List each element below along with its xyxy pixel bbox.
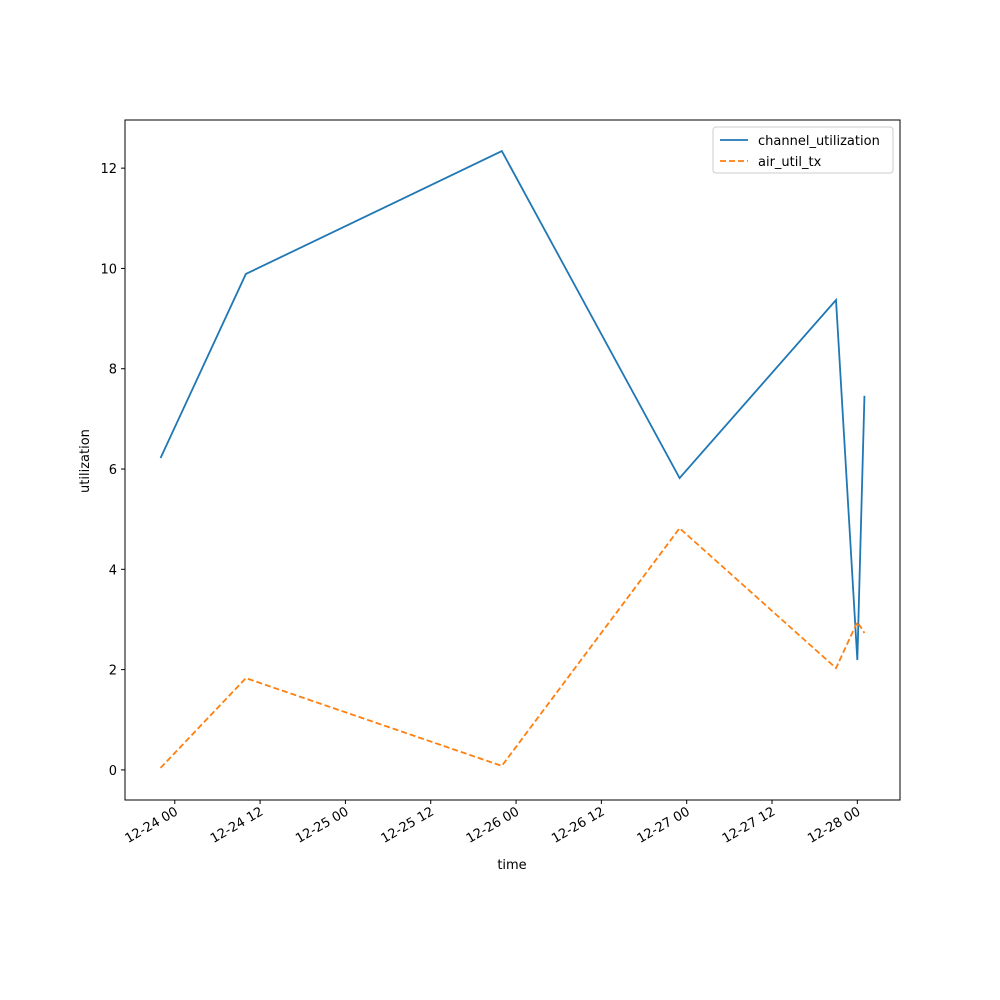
x-tick-label: 12-25 12	[379, 804, 437, 846]
y-axis-label: utilization	[78, 429, 93, 493]
x-tick-label: 12-25 00	[293, 804, 351, 846]
y-tick-label: 8	[109, 363, 117, 378]
data-line	[159, 149, 866, 661]
y-tick-label: 10	[100, 262, 117, 277]
x-tick-label: 12-27 12	[720, 804, 778, 846]
y-tick-label: 12	[100, 162, 117, 177]
y-tick-label: 0	[109, 764, 117, 779]
x-tick-label: 12-26 00	[464, 804, 522, 846]
y-tick-label: 2	[109, 664, 117, 679]
x-tick-label: 12-26 12	[549, 804, 607, 846]
x-tick-label: 12-24 00	[123, 804, 181, 846]
x-tick-label: 12-27 00	[635, 804, 693, 846]
legend-label: channel_utilization	[758, 134, 880, 149]
x-axis-label: time	[497, 858, 526, 873]
legend-box	[712, 126, 894, 174]
legend-label: air_util_tx	[758, 155, 822, 170]
x-tick-label: 12-28 00	[805, 804, 863, 846]
data-line	[159, 526, 866, 769]
x-tick-label: 12-24 12	[208, 804, 266, 846]
y-tick-label: 4	[109, 563, 117, 578]
plot-frame	[124, 119, 901, 801]
y-tick-label: 6	[109, 463, 117, 478]
